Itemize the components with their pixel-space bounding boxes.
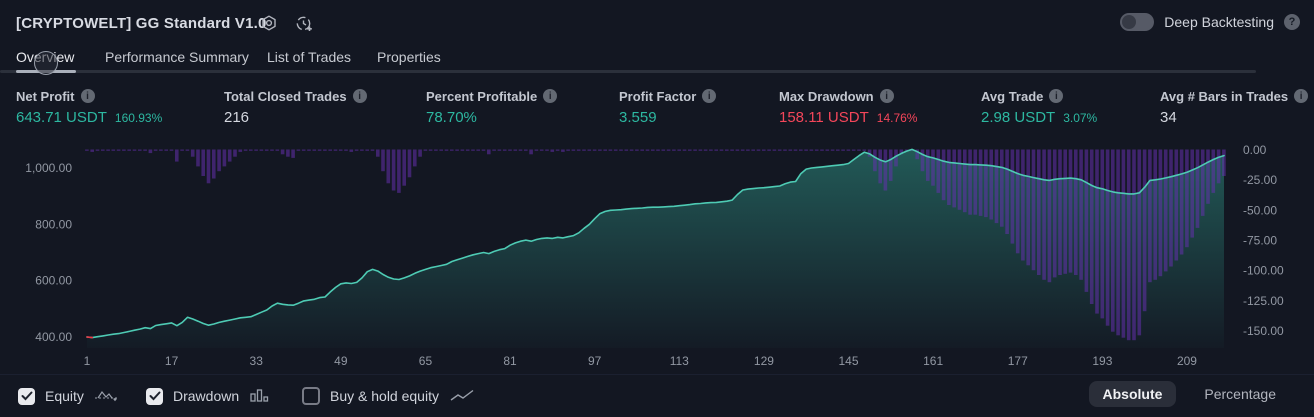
settings-gear-icon[interactable]	[258, 13, 280, 35]
stat-value: 78.70%	[426, 109, 477, 126]
stat-percent: 3.07%	[1063, 111, 1098, 125]
stat-value: 34	[1160, 109, 1177, 126]
toggle-knob	[1122, 15, 1137, 29]
info-icon[interactable]: i	[879, 89, 894, 103]
buy-hold-equity-checkbox[interactable]	[302, 387, 320, 405]
stat-label: Net Profit	[16, 88, 75, 104]
right-axis-tick: -25.00	[1243, 173, 1277, 187]
value-mode-switch: Absolute Percentage	[1088, 381, 1291, 407]
buy-hold-equity-label: Buy & hold equity	[330, 388, 439, 404]
info-icon[interactable]: i	[1049, 89, 1064, 103]
stat-avg-trade: Avg Trade i 2.98 USDT 3.07%	[981, 88, 1098, 127]
drawdown-bars-icon	[249, 388, 269, 404]
strategy-title: [CRYPTOWELT] GG Standard V1.0	[16, 15, 267, 32]
left-axis-tick: 400.00	[35, 330, 72, 344]
info-icon[interactable]: i	[702, 89, 717, 103]
stat-label: Avg # Bars in Trades	[1160, 88, 1289, 104]
tab-list-of-trades[interactable]: List of Trades	[267, 49, 352, 65]
stat-label: Profit Factor	[619, 88, 697, 104]
info-icon[interactable]: i	[543, 89, 558, 103]
equity-checkbox[interactable]	[18, 387, 35, 405]
stat-percent-profitable: Percent Profitable i 78.70%	[426, 88, 558, 126]
left-axis-tick: 800.00	[35, 217, 72, 231]
x-axis-tick: 1	[84, 354, 91, 368]
stat-label: Avg Trade	[981, 88, 1044, 104]
tab-properties[interactable]: Properties	[377, 49, 441, 65]
top-bar: [CRYPTOWELT] GG Standard V1.0 Deep Backt…	[0, 0, 1314, 44]
left-axis-tick: 1,000.00	[25, 161, 72, 175]
deep-backtesting-label: Deep Backtesting	[1164, 14, 1274, 30]
stat-avg-bars-in-trades: Avg # Bars in Trades i 34	[1160, 88, 1309, 126]
x-axis-tick: 209	[1177, 354, 1197, 368]
equity-line-below-start	[86, 336, 94, 339]
x-axis-tick: 97	[588, 354, 602, 368]
absolute-mode-button[interactable]: Absolute	[1088, 381, 1177, 407]
stat-profit-factor: Profit Factor i 3.559	[619, 88, 717, 126]
help-question-icon[interactable]: ?	[1284, 14, 1300, 30]
stat-label: Percent Profitable	[426, 88, 538, 104]
info-icon[interactable]: i	[1294, 89, 1309, 103]
info-icon[interactable]: i	[80, 89, 95, 103]
tab-performance-summary[interactable]: Performance Summary	[105, 49, 249, 65]
equity-curve-icon	[94, 389, 120, 403]
cursor-click-ripple	[34, 51, 58, 75]
percentage-mode-button[interactable]: Percentage	[1204, 386, 1276, 402]
drawdown-histogram	[85, 149, 1226, 341]
left-axis-tick: 600.00	[35, 274, 72, 288]
stat-value: 216	[224, 109, 250, 126]
stat-percent: 14.76%	[876, 111, 918, 125]
x-axis-tick: 49	[334, 354, 348, 368]
tab-scroll-track[interactable]	[0, 70, 1256, 73]
stat-value: 3.559	[619, 109, 657, 126]
x-axis-tick: 65	[419, 354, 433, 368]
x-axis-tick: 17	[165, 354, 179, 368]
right-axis-tick: -50.00	[1243, 203, 1277, 217]
drawdown-checkbox-label: Drawdown	[173, 388, 240, 404]
x-axis-tick: 129	[754, 354, 774, 368]
stat-percent: 160.93%	[114, 111, 163, 125]
right-axis-tick: -150.00	[1243, 324, 1284, 338]
equity-line	[86, 148, 1225, 339]
line-chart-icon	[449, 389, 475, 403]
x-axis-tick: 113	[670, 354, 689, 368]
stat-value: 2.98 USDT	[981, 109, 1056, 126]
x-axis-tick: 177	[1008, 354, 1028, 368]
right-axis-tick: -100.00	[1243, 264, 1284, 278]
right-axis-tick: -75.00	[1243, 234, 1277, 248]
stat-label: Total Closed Trades	[224, 88, 347, 104]
stats-row: Net Profit i 643.71 USDT 160.93% Total Close…	[0, 88, 1314, 132]
equity-checkbox-label: Equity	[45, 388, 84, 404]
stat-value: 158.11 USDT	[779, 109, 869, 126]
x-axis-tick: 161	[923, 354, 943, 368]
x-axis-tick: 33	[250, 354, 264, 368]
right-axis-tick: -125.00	[1243, 294, 1284, 308]
x-axis-tick: 145	[839, 354, 859, 368]
equity-area-fill	[87, 149, 1224, 348]
drawdown-checkbox[interactable]	[146, 387, 163, 405]
stat-total-closed-trades: Total Closed Trades i 216	[224, 88, 367, 126]
chart-controls: Equity Drawdown Buy & hold equ	[0, 374, 1314, 417]
add-alert-icon[interactable]	[293, 13, 315, 35]
info-icon[interactable]: i	[352, 89, 367, 103]
stat-net-profit: Net Profit i 643.71 USDT 160.93%	[16, 88, 163, 127]
deep-backtesting-toggle[interactable]	[1120, 13, 1155, 31]
x-axis-tick: 193	[1092, 354, 1112, 368]
stat-value: 643.71 USDT	[16, 109, 107, 126]
stat-max-drawdown: Max Drawdown i 158.11 USDT 14.76%	[779, 88, 918, 127]
x-axis-tick: 81	[503, 354, 517, 368]
right-axis-tick: 0.00	[1243, 143, 1267, 157]
stat-label: Max Drawdown	[779, 88, 874, 104]
